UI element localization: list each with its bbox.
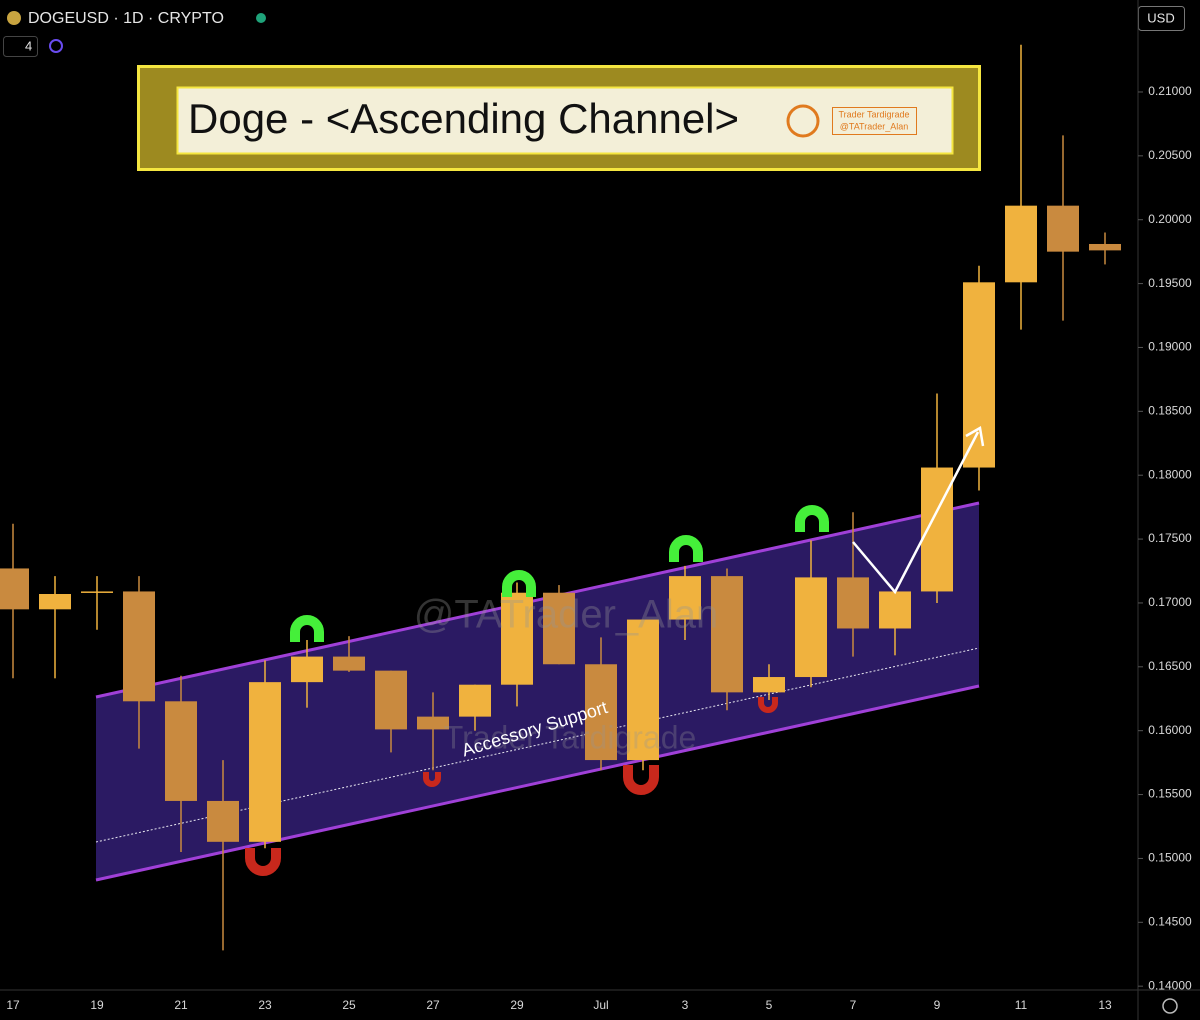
y-tick-label: 0.20500: [1148, 148, 1192, 162]
magnet-red: [245, 848, 281, 876]
candle-body: [879, 591, 911, 629]
x-tick-label: 5: [766, 998, 773, 1012]
chart-title: Doge - <Ascending Channel>: [188, 95, 739, 142]
candle-body: [627, 619, 659, 761]
magnet-red: [758, 697, 778, 713]
x-tick-label: 25: [342, 998, 356, 1012]
x-tick-label: 13: [1098, 998, 1112, 1012]
candle-body: [291, 656, 323, 683]
candle-body: [417, 716, 449, 730]
y-tick-label: 0.16500: [1148, 659, 1192, 673]
candle-body: [249, 682, 281, 842]
sync-icon[interactable]: [49, 39, 63, 53]
y-tick-label: 0.18500: [1148, 404, 1192, 418]
magnet-red: [423, 772, 441, 787]
candle-body: [753, 677, 785, 693]
candle-body: [1089, 243, 1121, 251]
y-tick-label: 0.17000: [1148, 595, 1192, 609]
x-tick-label: 27: [426, 998, 440, 1012]
magnet-green: [669, 535, 703, 562]
settings-icon[interactable]: [1162, 998, 1178, 1014]
candle-body: [543, 592, 575, 665]
candle-body: [165, 701, 197, 801]
magnet-green: [290, 615, 324, 642]
arrow: [852, 431, 980, 595]
y-tick-label: 0.16000: [1148, 723, 1192, 737]
x-tick-label: Jul: [593, 998, 608, 1012]
y-tick-label: 0.14500: [1148, 914, 1192, 928]
currency: USD: [1147, 10, 1174, 25]
candle-body: [459, 684, 491, 717]
candle-body: [669, 576, 701, 620]
x-tick-label: 19: [90, 998, 104, 1012]
y-tick-label: 0.18000: [1148, 467, 1192, 481]
candle-body: [501, 592, 533, 685]
channel-fill: [96, 503, 979, 880]
x-tick-label: 7: [850, 998, 857, 1012]
x-tick-label: 11: [1015, 998, 1028, 1012]
channel-lower: [95, 684, 980, 882]
candle-body: [123, 591, 155, 702]
magnets: [245, 505, 829, 876]
magnet-green: [502, 570, 536, 597]
arrow-head: [965, 426, 985, 447]
badge-text: @TATrader_Alan: [840, 121, 909, 131]
x-tick-label: 3: [682, 998, 689, 1012]
x-tick-label: 29: [510, 998, 524, 1012]
candle-body: [795, 577, 827, 678]
y-tick-label: 0.19500: [1148, 276, 1192, 290]
candle-body: [81, 591, 113, 593]
candle-body: [921, 467, 953, 592]
y-tick-label: 0.14000: [1148, 978, 1192, 992]
y-tick-label: 0.15000: [1148, 851, 1192, 865]
candle-body: [0, 568, 29, 610]
indicator-toggle[interactable]: [3, 36, 38, 57]
x-tick-label: 21: [174, 998, 188, 1012]
indicator-count: 4: [25, 38, 32, 53]
channel-mid: [95, 647, 980, 843]
symbol-icon: [7, 11, 21, 25]
candle-body: [837, 577, 869, 629]
y-tick-label: 0.20000: [1148, 212, 1192, 226]
candle-body: [207, 800, 239, 842]
y-tick-label: 0.17500: [1148, 531, 1192, 545]
y-tick-label: 0.15500: [1148, 787, 1192, 801]
y-tick-label: 0.21000: [1148, 84, 1192, 98]
x-tick-label: 17: [6, 998, 20, 1012]
candle-body: [39, 594, 71, 610]
candle-body: [1005, 205, 1037, 283]
watermark: @TATrader_Alan: [414, 593, 718, 637]
x-tick-label: 9: [934, 998, 941, 1012]
x-tick-label: 23: [258, 998, 272, 1012]
y-tick-label: 0.19000: [1148, 340, 1192, 354]
candle-body: [333, 656, 365, 671]
candle-body: [963, 282, 995, 468]
magnet-red: [623, 765, 659, 795]
channel-upper: [95, 501, 980, 699]
candle-body: [585, 664, 617, 761]
watermark: Trader Tardigrade: [444, 719, 697, 755]
candles: [0, 44, 1121, 951]
badge-text: Trader Tardigrade: [838, 109, 909, 119]
candle-body: [1047, 205, 1079, 252]
symbol: DOGEUSD · 1D · CRYPTO: [28, 10, 224, 27]
candle-body: [711, 576, 743, 693]
badge-box: [832, 107, 917, 135]
magnet-green: [795, 505, 829, 532]
title-inner: [176, 86, 954, 155]
badge-logo: [786, 104, 820, 138]
status-dot: [256, 13, 266, 23]
candle-body: [375, 670, 407, 730]
